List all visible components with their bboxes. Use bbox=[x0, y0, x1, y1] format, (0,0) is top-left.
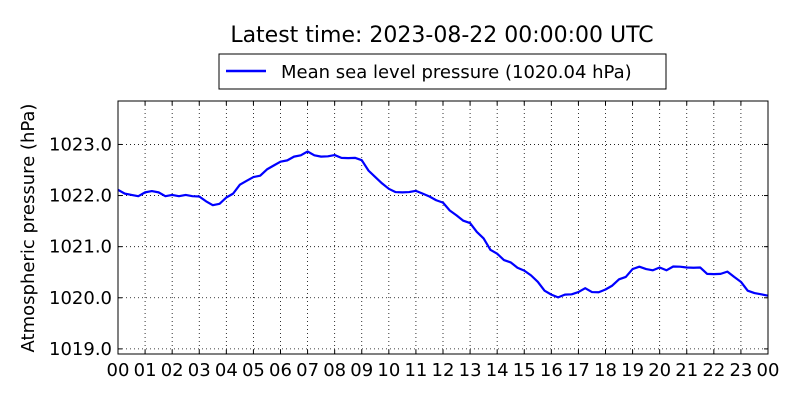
x-tick-label: 13 bbox=[459, 360, 482, 381]
x-tick-label: 01 bbox=[134, 360, 157, 381]
ticks bbox=[117, 101, 769, 354]
y-tick-label: 1021.0 bbox=[49, 237, 112, 258]
legend-box bbox=[218, 53, 667, 90]
x-tick-label: 02 bbox=[161, 360, 184, 381]
x-tick-label: 08 bbox=[323, 360, 346, 381]
x-tick-label: 19 bbox=[621, 360, 644, 381]
x-tick-label: 15 bbox=[513, 360, 536, 381]
x-tick-label: 10 bbox=[377, 360, 400, 381]
x-tick-label: 04 bbox=[215, 360, 238, 381]
x-tick-label: 00 bbox=[107, 360, 130, 381]
y-tick-label: 1023.0 bbox=[49, 134, 112, 155]
y-axis-label: Atmospheric pressure (hPa) bbox=[18, 104, 39, 353]
x-tick-label: 12 bbox=[432, 360, 455, 381]
y-tick-label: 1022.0 bbox=[49, 186, 112, 207]
x-tick-label: 18 bbox=[594, 360, 617, 381]
x-tick-label: 21 bbox=[675, 360, 698, 381]
y-tick-label: 1020.0 bbox=[49, 288, 112, 309]
plot-frame bbox=[117, 100, 769, 355]
x-tick-label: 23 bbox=[729, 360, 752, 381]
y-tick-labels: 1019.0 1020.0 1021.0 1022.0 1023.0 bbox=[49, 134, 112, 359]
grid bbox=[118, 101, 768, 354]
x-tick-label: 17 bbox=[567, 360, 590, 381]
series-layer bbox=[117, 150, 769, 299]
x-tick-label: 07 bbox=[296, 360, 319, 381]
y-tick-label: 1019.0 bbox=[49, 339, 112, 360]
x-tick-label: 09 bbox=[350, 360, 373, 381]
x-tick-label: 05 bbox=[242, 360, 265, 381]
x-tick-labels: 00 01 02 03 04 05 06 07 08 09 10 11 12 13 14 15 16 17 18 19… bbox=[107, 360, 780, 381]
x-tick-label: 22 bbox=[702, 360, 725, 381]
legend: Mean sea level pressure (1020.04 hPa) bbox=[218, 53, 667, 90]
x-tick-label: 06 bbox=[269, 360, 292, 381]
x-tick-label: 00 bbox=[757, 360, 780, 381]
x-tick-label: 03 bbox=[188, 360, 211, 381]
legend-label: Mean sea level pressure (1020.04 hPa) bbox=[281, 62, 632, 83]
x-tick-label: 11 bbox=[404, 360, 427, 381]
chart-title: Latest time: 2023-08-22 00:00:00 UTC bbox=[230, 23, 653, 48]
series-line-mean-sea-level-pressure bbox=[117, 150, 769, 299]
x-tick-label: 16 bbox=[540, 360, 563, 381]
x-tick-label: 20 bbox=[648, 360, 671, 381]
x-tick-label: 14 bbox=[486, 360, 509, 381]
